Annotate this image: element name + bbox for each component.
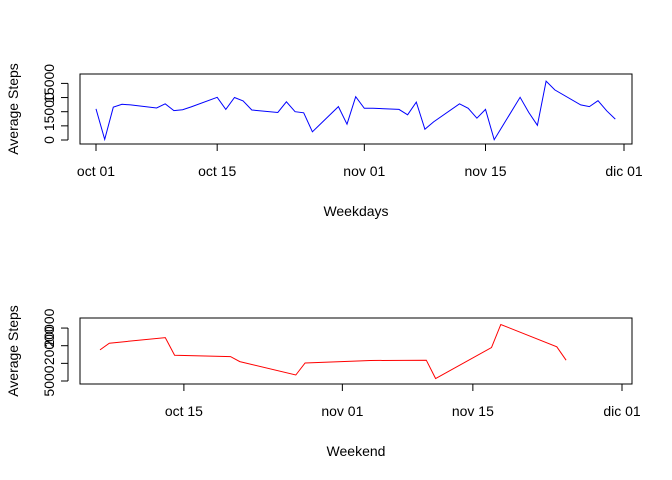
y-axis-title: Average Steps <box>5 305 21 397</box>
x-tick-label: nov 01 <box>343 163 385 179</box>
y-tick-label: 15000 <box>41 64 57 103</box>
y-tick-label: 0 <box>41 136 57 144</box>
x-tick-label: oct 15 <box>198 163 236 179</box>
x-tick-label: nov 15 <box>452 403 494 419</box>
y-tick-label: 5000 <box>41 365 57 396</box>
chart-panel-2: oct 15 nov 01 nov 15 dic 0150002000020000We… <box>5 305 641 459</box>
x-tick-label: oct 01 <box>77 163 115 179</box>
x-tick-label: nov 15 <box>464 163 506 179</box>
plot-frame <box>79 317 633 385</box>
y-tick-label: 15000 <box>41 92 57 131</box>
x-tick-label: nov 01 <box>321 403 363 419</box>
x-axis-title: Weekend <box>327 443 386 459</box>
series-line <box>95 80 616 142</box>
series-line <box>99 323 567 380</box>
chart-panel-1: oct 01 oct 15 nov 01 nov 15 dic 01 0 150001500… <box>5 63 643 219</box>
x-axis-title: Weekdays <box>323 203 388 219</box>
y-tick-label: 20000 <box>41 326 57 365</box>
y-tick-label: 20000 <box>41 308 57 347</box>
x-tick-label: dic 01 <box>605 163 643 179</box>
x-tick-label: dic 01 <box>603 403 641 419</box>
x-tick-label: oct 15 <box>165 403 203 419</box>
y-axis-title: Average Steps <box>5 63 21 155</box>
